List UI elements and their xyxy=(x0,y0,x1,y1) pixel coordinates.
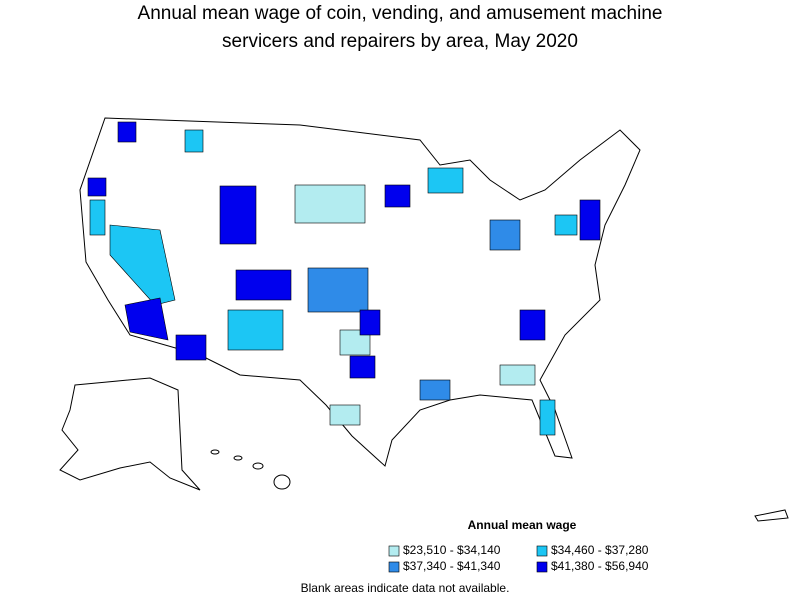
area xyxy=(539,399,556,436)
area xyxy=(579,199,601,241)
legend-label: $37,340 - $41,340 xyxy=(403,559,501,573)
hawaii xyxy=(210,449,291,490)
area xyxy=(294,184,366,224)
area xyxy=(489,219,521,251)
area xyxy=(175,334,207,361)
area xyxy=(117,121,137,143)
area xyxy=(554,214,578,236)
legend-swatch xyxy=(536,561,548,573)
area xyxy=(89,199,106,236)
area xyxy=(87,177,107,197)
area xyxy=(519,309,546,341)
island xyxy=(233,455,243,461)
legend-label: $23,510 - $34,140 xyxy=(403,543,501,557)
island xyxy=(252,462,264,470)
map xyxy=(59,117,789,522)
area xyxy=(499,364,536,386)
title-line: Annual mean wage of coin, vending, and a… xyxy=(138,3,663,24)
legend-label: $41,380 - $56,940 xyxy=(551,559,649,573)
area xyxy=(307,267,369,313)
area xyxy=(427,167,464,194)
legend-title: Annual mean wage xyxy=(468,518,577,532)
note: Blank areas indicate data not available. xyxy=(301,581,510,595)
area xyxy=(109,224,176,306)
area xyxy=(419,379,451,401)
area xyxy=(384,184,411,208)
area xyxy=(329,404,361,426)
alaska xyxy=(59,377,201,491)
area xyxy=(227,309,284,351)
title-line: servicers and repairers by area, May 202… xyxy=(222,31,578,52)
legend-label: $34,460 - $37,280 xyxy=(551,543,649,557)
area xyxy=(219,185,257,245)
island xyxy=(210,449,220,455)
area xyxy=(359,309,381,336)
area xyxy=(184,129,204,153)
legend-swatch xyxy=(388,545,400,557)
legend-swatch xyxy=(536,545,548,557)
area xyxy=(349,355,376,379)
legend: $23,510 - $34,140 $34,460 - $37,280 $37,34… xyxy=(388,543,649,573)
island xyxy=(273,474,291,490)
area xyxy=(235,269,292,301)
puerto-rico xyxy=(754,509,789,522)
area xyxy=(124,297,169,341)
legend-swatch xyxy=(388,561,400,573)
